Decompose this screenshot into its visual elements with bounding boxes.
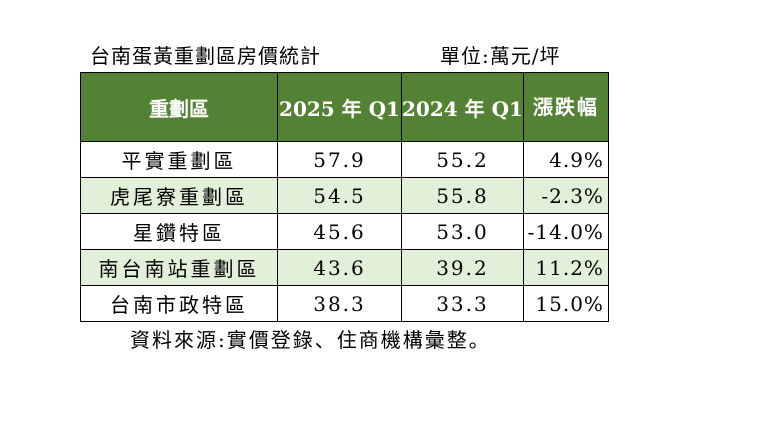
table-row: 平實重劃區 57.9 55.2 4.9% — [80, 141, 609, 178]
price-2025: 38.3 — [277, 285, 402, 322]
table-row: 南台南站重劃區 43.6 39.2 11.2% — [80, 249, 609, 286]
table-title: 台南蛋黃重劃區房價統計 — [90, 44, 321, 68]
price-change: -2.3% — [522, 177, 609, 214]
district-name: 虎尾寮重劃區 — [80, 177, 278, 214]
column-header-change: 漲跌幅 — [522, 72, 609, 142]
price-change: 11.2% — [522, 249, 609, 286]
district-name: 平實重劃區 — [80, 141, 278, 178]
price-2024: 39.2 — [401, 249, 524, 286]
price-2024: 53.0 — [401, 213, 524, 250]
district-name: 台南市政特區 — [80, 285, 278, 322]
table-row: 星鑽特區 45.6 53.0 -14.0% — [80, 213, 609, 250]
price-2025: 45.6 — [277, 213, 402, 250]
table-row: 虎尾寮重劃區 54.5 55.8 -2.3% — [80, 177, 609, 214]
table-header-row: 重劃區 2025 年 Q1 2024 年 Q1 漲跌幅 — [80, 72, 609, 142]
district-name: 星鑽特區 — [80, 213, 278, 250]
price-2024: 55.8 — [401, 177, 524, 214]
price-change: 4.9% — [522, 141, 609, 178]
price-2025: 57.9 — [277, 141, 402, 178]
column-header-district: 重劃區 — [80, 72, 278, 142]
source-note: 資料來源:實價登錄、住商機構彙整。 — [130, 328, 491, 352]
column-header-2024q1: 2024 年 Q1 — [401, 72, 524, 142]
price-2025: 54.5 — [277, 177, 402, 214]
district-name: 南台南站重劃區 — [80, 249, 278, 286]
price-2024: 55.2 — [401, 141, 524, 178]
column-header-2025q1: 2025 年 Q1 — [277, 72, 402, 142]
price-2024: 33.3 — [401, 285, 524, 322]
price-change: -14.0% — [522, 213, 609, 250]
table-row: 台南市政特區 38.3 33.3 15.0% — [80, 285, 609, 322]
unit-label: 單位:萬元/坪 — [440, 44, 561, 68]
price-2025: 43.6 — [277, 249, 402, 286]
price-change: 15.0% — [522, 285, 609, 322]
price-table: 重劃區 2025 年 Q1 2024 年 Q1 漲跌幅 平實重劃區 57.9 5… — [80, 72, 609, 322]
